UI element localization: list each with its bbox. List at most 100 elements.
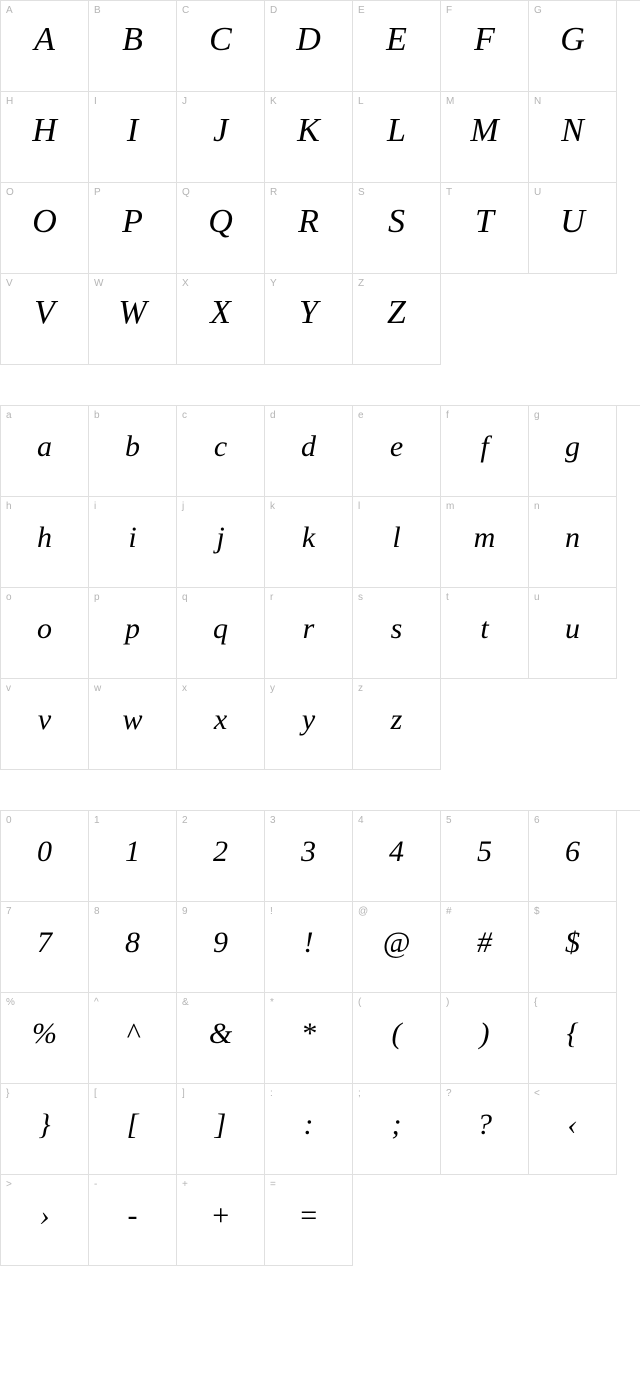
glyph-label: 4 [358,815,364,826]
glyph-label: # [446,906,452,917]
glyph-display: B [89,21,176,58]
glyph-display: z [353,703,440,736]
glyph-cell: tt [441,588,529,679]
glyph-cell: jj [177,497,265,588]
glyph-label: 7 [6,906,12,917]
glyph-display: ; [353,1108,440,1141]
glyph-label: 5 [446,815,452,826]
glyph-cell: KK [265,92,353,183]
glyph-cell: ff [441,406,529,497]
glyph-cell: YY [265,274,353,365]
glyph-cell: >› [1,1175,89,1266]
glyph-display: q [177,612,264,645]
glyph-display: 2 [177,835,264,868]
glyph-label: ; [358,1088,361,1099]
glyph-display: i [89,521,176,554]
section-lowercase: aabbccddeeffgghhiijjkkllmmnnooppqqrrsstt… [0,405,640,770]
glyph-cell: $$ [529,902,617,993]
glyph-cell: ww [89,679,177,770]
glyph-display: 0 [1,835,88,868]
glyph-cell: SS [353,183,441,274]
glyph-label: 6 [534,815,540,826]
glyph-label: 3 [270,815,276,826]
glyph-cell: %% [1,993,89,1084]
glyph-display: ( [353,1017,440,1050]
glyph-cell: 99 [177,902,265,993]
glyph-display: Z [353,294,440,331]
glyph-cell: qq [177,588,265,679]
glyph-label: n [534,501,540,512]
glyph-display: = [265,1199,352,1232]
glyph-label: = [270,1179,276,1190]
glyph-label: p [94,592,100,603]
glyph-display: J [177,112,264,149]
glyph-display: v [1,703,88,736]
empty-cell [529,1175,617,1266]
glyph-cell: <‹ [529,1084,617,1175]
glyph-display: + [177,1199,264,1232]
glyph-label: B [94,5,101,16]
glyph-label: H [6,96,13,107]
glyph-display: U [529,203,616,240]
glyph-display: S [353,203,440,240]
glyph-display: b [89,430,176,463]
glyph-cell: 44 [353,811,441,902]
glyph-display: - [89,1199,176,1232]
empty-cell [441,1175,529,1266]
glyph-cell: ee [353,406,441,497]
glyph-display: # [441,926,528,959]
glyph-display: f [441,430,528,463]
glyph-label: Q [182,187,190,198]
glyph-label: ^ [94,997,99,1008]
glyph-display: : [265,1108,352,1141]
glyph-label: z [358,683,363,694]
glyph-display: W [89,294,176,331]
glyph-cell: 77 [1,902,89,993]
glyph-display: 5 [441,835,528,868]
glyph-display: O [1,203,88,240]
glyph-cell: PP [89,183,177,274]
glyph-label: d [270,410,276,421]
glyph-cell: BB [89,1,177,92]
glyph-label: 9 [182,906,188,917]
glyph-cell: 22 [177,811,265,902]
glyph-display: * [265,1017,352,1050]
glyph-label: M [446,96,454,107]
glyph-label: ( [358,997,361,1008]
glyph-label: * [270,997,274,1008]
glyph-cell: OO [1,183,89,274]
glyph-cell: nn [529,497,617,588]
glyph-label: < [534,1088,540,1099]
glyph-label: j [182,501,184,512]
glyph-label: c [182,410,187,421]
glyph-display: C [177,21,264,58]
glyph-display: o [1,612,88,645]
glyph-cell: rr [265,588,353,679]
glyph-cell: II [89,92,177,183]
glyph-cell: ii [89,497,177,588]
glyph-cell: LL [353,92,441,183]
glyph-label: Z [358,278,364,289]
section-uppercase: AABBCCDDEEFFGGHHIIJJKKLLMMNNOOPPQQRRSSTT… [0,0,640,365]
glyph-cell: :: [265,1084,353,1175]
glyph-display: k [265,521,352,554]
glyph-cell: kk [265,497,353,588]
glyph-display: ^ [89,1017,176,1050]
glyph-display: @ [353,926,440,959]
glyph-label: L [358,96,364,107]
glyph-label: v [6,683,11,694]
glyph-label: V [6,278,13,289]
glyph-cell: cc [177,406,265,497]
glyph-label: I [94,96,97,107]
glyph-cell: )) [441,993,529,1084]
glyph-label: + [182,1179,188,1190]
glyph-display: l [353,521,440,554]
glyph-cell: ^^ [89,993,177,1084]
glyph-label: i [94,501,96,512]
glyph-label: o [6,592,12,603]
glyph-label: m [446,501,454,512]
empty-cell [529,274,617,365]
glyph-display: u [529,612,616,645]
glyph-label: l [358,501,360,512]
glyph-label: U [534,187,541,198]
